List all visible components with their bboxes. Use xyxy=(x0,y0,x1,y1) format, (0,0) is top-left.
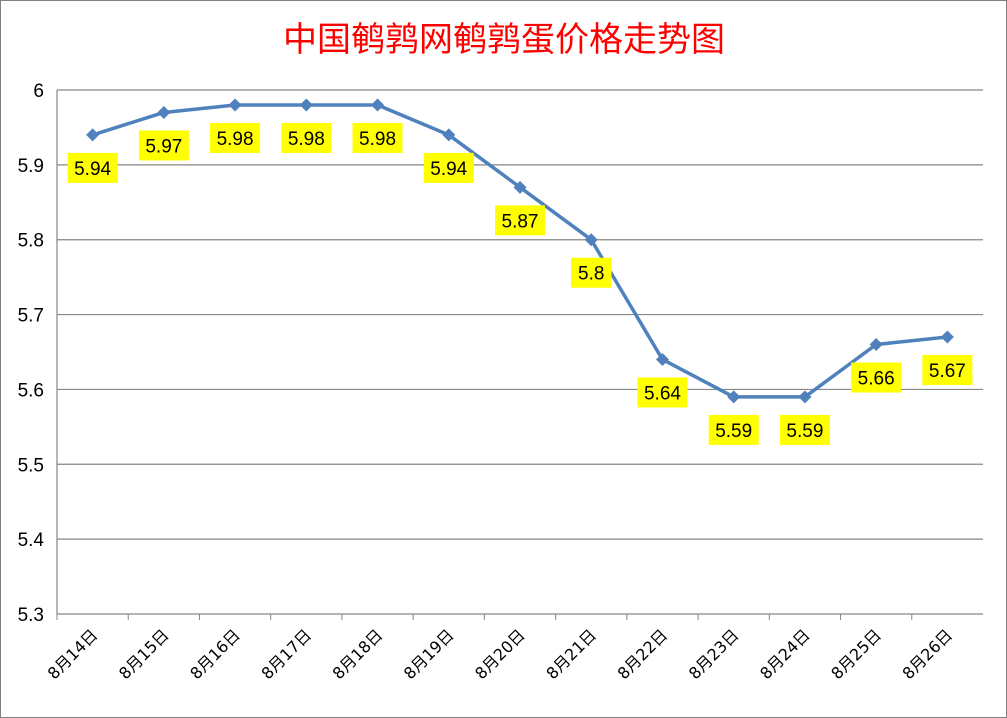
y-tick-label: 5.9 xyxy=(18,156,44,177)
x-tick-label: 8月18日 xyxy=(329,625,387,683)
data-label: 5.98 xyxy=(288,129,325,150)
data-labels: 5.94 5.97 5.98 5.98 5.98 5.94 5.87 5.8 5.64 5.59 5… xyxy=(67,122,973,445)
y-tick-label: 5.8 xyxy=(18,231,44,252)
data-point xyxy=(513,180,527,194)
data-label: 5.87 xyxy=(502,211,539,232)
price-series xyxy=(86,98,954,404)
y-axis-ticks: 5.3 5.4 5.5 5.6 5.7 5.8 5.9 6 xyxy=(18,81,45,626)
y-tick-label: 5.5 xyxy=(18,455,44,476)
data-label-box xyxy=(570,257,612,288)
data-label: 5.94 xyxy=(74,159,111,180)
x-tick-label: 8月19日 xyxy=(400,625,458,683)
data-label-box xyxy=(851,362,902,393)
data-label-box xyxy=(67,152,118,183)
data-point xyxy=(442,128,456,142)
data-label: 5.59 xyxy=(715,421,752,442)
data-label: 5.97 xyxy=(145,136,182,157)
y-tick-label: 5.3 xyxy=(18,605,44,626)
data-point xyxy=(655,352,669,366)
x-tick-label: 8月24日 xyxy=(756,625,814,683)
y-tick-label: 6 xyxy=(33,81,44,102)
data-label: 5.98 xyxy=(359,129,396,150)
data-point xyxy=(228,98,242,112)
y-tick-label: 5.4 xyxy=(18,530,45,551)
x-tick-label: 8月14日 xyxy=(44,625,102,683)
data-point xyxy=(299,98,313,112)
data-point xyxy=(727,390,741,404)
data-label-box xyxy=(637,377,688,408)
data-label-box xyxy=(708,414,759,445)
data-label-box xyxy=(138,130,189,161)
data-point xyxy=(371,98,385,112)
y-tick-label: 5.6 xyxy=(18,380,44,401)
x-tick-label: 8月15日 xyxy=(115,625,173,683)
x-tick-label: 8月25日 xyxy=(827,625,885,683)
data-label: 5.67 xyxy=(929,361,966,382)
data-label-box xyxy=(210,122,261,153)
data-label: 5.59 xyxy=(786,421,823,442)
x-tick-label: 8月26日 xyxy=(899,625,957,683)
x-tick-label: 8月22日 xyxy=(614,625,672,683)
x-tick-label: 8月20日 xyxy=(471,625,529,683)
data-point xyxy=(869,338,883,352)
data-label-box xyxy=(352,122,403,153)
data-point xyxy=(157,105,171,119)
data-label: 5.66 xyxy=(858,369,895,390)
data-point xyxy=(798,390,812,404)
x-tick-label: 8月21日 xyxy=(542,625,600,683)
data-label-box xyxy=(423,152,474,183)
data-label: 5.8 xyxy=(578,264,604,285)
x-tick-label: 8月23日 xyxy=(685,625,743,683)
data-label-box xyxy=(281,122,332,153)
x-tick-label: 8月17日 xyxy=(257,625,315,683)
chart-title: 中国鹌鹑网鹌鹑蛋价格走势图 xyxy=(283,20,725,60)
x-tick-label: 8月16日 xyxy=(186,625,244,683)
data-label: 5.98 xyxy=(217,129,254,150)
data-label-box xyxy=(779,414,830,445)
data-label: 5.94 xyxy=(430,159,467,180)
data-label: 5.64 xyxy=(644,383,681,404)
x-axis-ticks: 8月14日 8月15日 8月16日 8月17日 8月18日 8月19日 8月20日 8月21日… xyxy=(44,625,956,683)
gridlines xyxy=(56,89,983,620)
y-tick-label: 5.7 xyxy=(18,306,44,327)
data-label-box xyxy=(495,205,545,236)
data-point xyxy=(940,330,954,344)
data-point xyxy=(584,233,598,247)
data-point xyxy=(86,128,100,142)
data-label-box xyxy=(922,355,973,386)
